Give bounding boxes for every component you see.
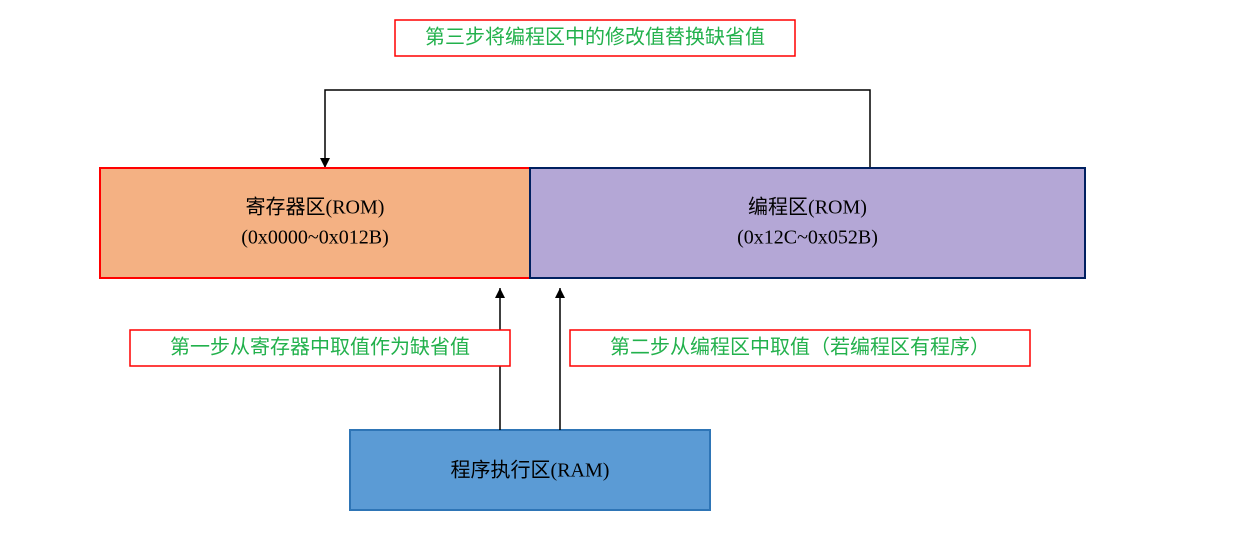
caption-step2-text: 第二步从编程区中取值（若编程区有程序） [610,336,990,359]
caption-step2: 第二步从编程区中取值（若编程区有程序） [570,330,1030,366]
register-rom-box: 寄存器区(ROM) (0x0000~0x012B) [100,168,530,278]
program-rom-box-label1: 编程区(ROM) [748,196,867,219]
register-rom-box-label2: (0x0000~0x012B) [241,227,388,249]
register-rom-box-label1: 寄存器区(ROM) [246,196,385,219]
caption-step3-text: 第三步将编程区中的修改值替换缺省值 [425,26,765,49]
caption-step1-text: 第一步从寄存器中取值作为缺省值 [170,336,470,359]
program-rom-box: 编程区(ROM) (0x12C~0x052B) [530,168,1085,278]
arrow-step3 [325,90,870,168]
exec-ram-box: 程序执行区(RAM) [350,430,710,510]
caption-step1: 第一步从寄存器中取值作为缺省值 [130,330,510,366]
caption-step3: 第三步将编程区中的修改值替换缺省值 [395,20,795,56]
program-rom-box-label2: (0x12C~0x052B) [737,227,878,249]
exec-ram-box-label: 程序执行区(RAM) [451,459,610,482]
